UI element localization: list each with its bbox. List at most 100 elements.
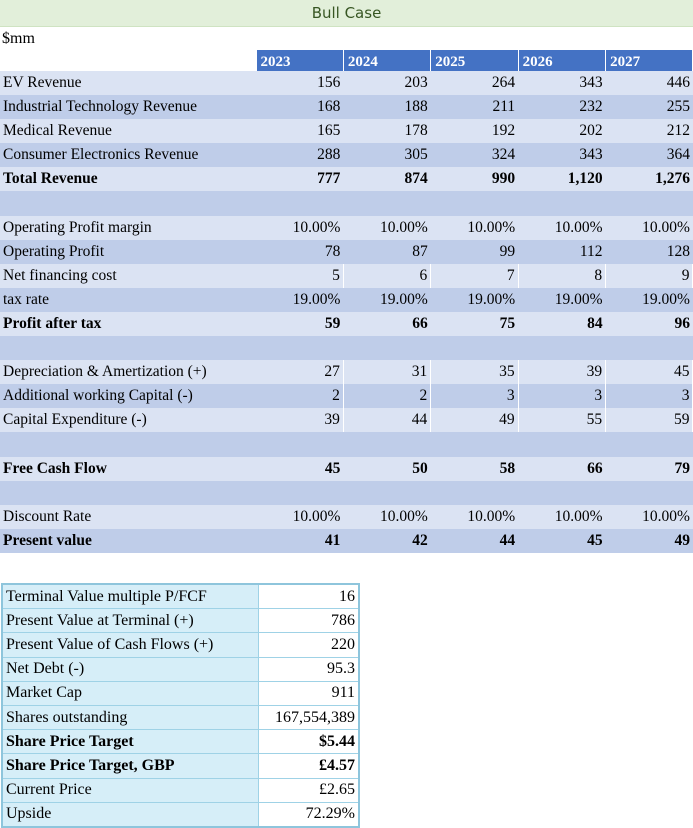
value-cell[interactable]: 3 xyxy=(605,384,693,409)
value-cell[interactable]: 78 xyxy=(256,239,344,264)
value-cell[interactable]: 10.00% xyxy=(605,504,693,529)
value-cell[interactable]: 288 xyxy=(256,143,344,168)
value-cell[interactable]: 79 xyxy=(605,456,693,481)
year-header[interactable]: 2025 xyxy=(430,50,519,71)
value-cell[interactable]: 446 xyxy=(605,71,693,96)
value-cell[interactable]: 128 xyxy=(605,239,693,264)
value-cell[interactable] xyxy=(518,336,606,361)
value-cell[interactable]: 874 xyxy=(343,167,431,192)
value-cell[interactable]: 202 xyxy=(518,119,606,144)
summary-value[interactable]: 786 xyxy=(258,608,359,634)
value-cell[interactable] xyxy=(518,191,606,216)
row-label[interactable]: EV Revenue xyxy=(0,71,256,96)
summary-label[interactable]: Shares outstanding xyxy=(2,705,259,731)
summary-value[interactable]: 911 xyxy=(258,681,359,706)
value-cell[interactable]: 87 xyxy=(343,239,431,264)
value-cell[interactable]: 255 xyxy=(605,95,693,120)
value-cell[interactable]: 66 xyxy=(343,311,431,337)
value-cell[interactable] xyxy=(256,191,344,216)
value-cell[interactable]: 165 xyxy=(256,119,344,144)
value-cell[interactable]: 9 xyxy=(605,263,693,288)
value-cell[interactable] xyxy=(256,432,344,457)
value-cell[interactable] xyxy=(343,191,431,216)
value-cell[interactable] xyxy=(605,336,693,361)
value-cell[interactable]: 10.00% xyxy=(605,215,693,240)
value-cell[interactable]: 45 xyxy=(605,360,693,385)
row-label[interactable]: Consumer Electronics Revenue xyxy=(0,143,256,168)
summary-value[interactable]: 220 xyxy=(258,632,359,658)
summary-value[interactable]: 95.3 xyxy=(258,657,359,682)
value-cell[interactable]: 58 xyxy=(430,456,519,481)
row-label[interactable]: tax rate xyxy=(0,287,256,312)
value-cell[interactable]: 19.00% xyxy=(256,287,344,312)
summary-label[interactable]: Market Cap xyxy=(2,681,259,706)
value-cell[interactable] xyxy=(256,336,344,361)
value-cell[interactable]: 84 xyxy=(518,311,606,337)
value-cell[interactable]: 42 xyxy=(343,528,431,553)
summary-value[interactable]: £4.57 xyxy=(258,753,359,779)
summary-value[interactable]: 167,554,389 xyxy=(258,705,359,731)
value-cell[interactable]: 45 xyxy=(518,528,606,553)
value-cell[interactable] xyxy=(343,336,431,361)
value-cell[interactable]: 35 xyxy=(430,360,519,385)
value-cell[interactable]: 10.00% xyxy=(430,215,519,240)
row-label[interactable]: Total Revenue xyxy=(0,167,256,192)
value-cell[interactable]: 777 xyxy=(256,167,344,192)
row-label[interactable]: Operating Profit margin xyxy=(0,215,256,240)
value-cell[interactable] xyxy=(430,336,519,361)
summary-label[interactable]: Upside xyxy=(2,802,259,828)
value-cell[interactable]: 41 xyxy=(256,528,344,553)
value-cell[interactable]: 27 xyxy=(256,360,344,385)
summary-value[interactable]: £2.65 xyxy=(258,778,359,803)
value-cell[interactable] xyxy=(430,432,519,457)
year-header[interactable]: 2024 xyxy=(342,50,432,71)
value-cell[interactable]: 364 xyxy=(605,143,693,168)
value-cell[interactable]: 203 xyxy=(343,71,431,96)
value-cell[interactable]: 10.00% xyxy=(430,504,519,529)
value-cell[interactable]: 45 xyxy=(256,456,344,481)
year-header[interactable]: 2027 xyxy=(605,50,693,71)
year-header[interactable]: 2026 xyxy=(517,50,607,71)
row-label[interactable]: Additional working Capital (-) xyxy=(0,384,256,409)
value-cell[interactable]: 44 xyxy=(343,408,432,433)
value-cell[interactable]: 8 xyxy=(518,263,607,288)
value-cell[interactable]: 3 xyxy=(430,384,519,409)
value-cell[interactable]: 212 xyxy=(605,119,693,144)
summary-label[interactable]: Present Value at Terminal (+) xyxy=(2,608,259,634)
value-cell[interactable] xyxy=(343,480,431,505)
value-cell[interactable]: 6 xyxy=(343,263,432,288)
value-cell[interactable]: 305 xyxy=(343,143,431,168)
summary-label[interactable]: Net Debt (-) xyxy=(2,657,259,682)
row-label[interactable]: Profit after tax xyxy=(0,311,256,337)
row-label[interactable] xyxy=(0,191,256,216)
row-label[interactable] xyxy=(0,432,256,457)
value-cell[interactable] xyxy=(605,480,693,505)
value-cell[interactable]: 156 xyxy=(256,71,344,96)
summary-value[interactable]: 72.29% xyxy=(258,802,359,828)
summary-label[interactable]: Present Value of Cash Flows (+) xyxy=(2,632,259,658)
row-label[interactable]: Depreciation & Amertization (+) xyxy=(0,360,256,385)
row-label[interactable]: Free Cash Flow xyxy=(0,456,256,481)
value-cell[interactable] xyxy=(256,480,344,505)
row-label[interactable]: Present value xyxy=(0,528,256,553)
value-cell[interactable] xyxy=(343,432,431,457)
value-cell[interactable]: 19.00% xyxy=(430,287,519,312)
value-cell[interactable]: 49 xyxy=(605,528,693,553)
value-cell[interactable]: 1,276 xyxy=(605,167,693,192)
value-cell[interactable]: 343 xyxy=(518,143,606,168)
value-cell[interactable]: 7 xyxy=(430,263,519,288)
value-cell[interactable]: 2 xyxy=(256,384,344,409)
value-cell[interactable]: 10.00% xyxy=(518,504,606,529)
value-cell[interactable]: 3 xyxy=(518,384,607,409)
value-cell[interactable]: 39 xyxy=(518,360,607,385)
value-cell[interactable] xyxy=(430,480,519,505)
row-label[interactable]: Capital Expenditure (-) xyxy=(0,408,256,433)
value-cell[interactable]: 50 xyxy=(343,456,431,481)
value-cell[interactable]: 112 xyxy=(518,239,606,264)
value-cell[interactable]: 192 xyxy=(430,119,519,144)
value-cell[interactable] xyxy=(518,480,606,505)
summary-value[interactable]: $5.44 xyxy=(258,729,359,755)
row-label[interactable]: Medical Revenue xyxy=(0,119,256,144)
value-cell[interactable]: 39 xyxy=(256,408,344,433)
value-cell[interactable]: 49 xyxy=(430,408,519,433)
